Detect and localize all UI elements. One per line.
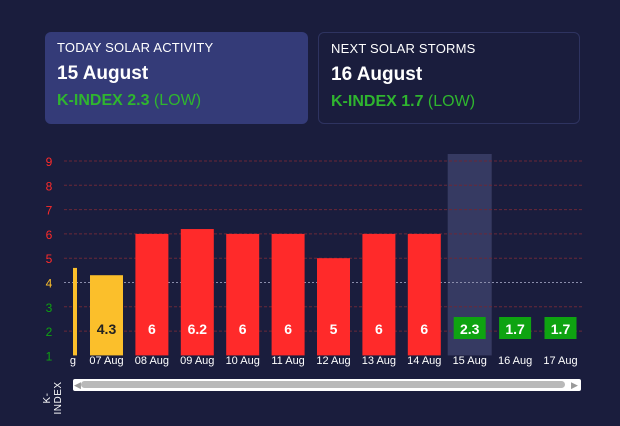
- partial-bar: [73, 267, 77, 356]
- x-tick-label: 11 Aug: [271, 355, 304, 367]
- x-tick-label: 15 Aug: [453, 355, 487, 367]
- data-label: 2.3: [460, 321, 480, 337]
- y-tick-label: 9: [46, 155, 53, 169]
- data-label: 1.7: [551, 321, 571, 337]
- bar: [135, 233, 169, 356]
- bar: [90, 275, 123, 356]
- bar: [544, 317, 577, 339]
- data-label: 6: [148, 321, 156, 337]
- chart-scrollbar-thumb[interactable]: [81, 381, 565, 388]
- next-kindex: K-INDEX 1.7 (LOW): [331, 93, 567, 111]
- data-label: 4.3: [97, 321, 117, 337]
- y-axis-title: K-INDEX: [42, 381, 64, 415]
- x-tick-label: 07 Aug: [89, 355, 123, 367]
- x-tick-label: 17 Aug: [543, 355, 577, 367]
- next-kindex-value: K-INDEX 1.7: [331, 93, 424, 110]
- today-kindex: K-INDEX 2.3 (LOW): [57, 92, 296, 110]
- bar: [271, 233, 305, 356]
- y-tick-label: 7: [46, 204, 53, 218]
- bar: [226, 233, 260, 356]
- data-label: 6: [239, 321, 247, 337]
- x-tick-label: 14 Aug: [407, 355, 441, 367]
- x-tick-label: 08 Aug: [135, 355, 169, 367]
- x-tick-label: 10 Aug: [226, 355, 260, 367]
- y-tick-label: 3: [46, 301, 53, 315]
- scroll-left-arrow-icon[interactable]: ◀: [74, 380, 81, 390]
- y-tick-label: 4: [46, 277, 53, 291]
- data-label: 5: [330, 321, 338, 337]
- today-kindex-level: (LOW): [153, 92, 202, 109]
- today-kindex-value: K-INDEX 2.3: [57, 92, 150, 109]
- x-tick-label: 09 Aug: [180, 355, 214, 367]
- y-tick-label: 1: [46, 349, 53, 363]
- x-tick-label: 16 Aug: [498, 355, 532, 367]
- next-card-label: NEXT SOLAR STORMS: [331, 41, 476, 56]
- today-card-date: 15 August: [57, 63, 149, 84]
- y-tick-label: 2: [46, 325, 53, 339]
- scroll-right-arrow-icon[interactable]: ▶: [571, 380, 578, 390]
- data-label: 6: [420, 321, 428, 337]
- data-label: 1.7: [505, 321, 525, 337]
- x-tick-label: 12 Aug: [316, 355, 350, 367]
- bar: [499, 317, 532, 339]
- y-tick-label: 6: [46, 228, 53, 242]
- x-tick-label: 13 Aug: [362, 355, 396, 367]
- bar: [180, 229, 214, 356]
- data-label: 6.2: [188, 321, 208, 337]
- today-activity-card: TODAY SOLAR ACTIVITY 15 August K-INDEX 2…: [45, 32, 308, 124]
- data-label: 6: [284, 321, 292, 337]
- bar: [362, 233, 396, 356]
- today-card-label: TODAY SOLAR ACTIVITY: [57, 40, 214, 55]
- bar: [407, 233, 441, 356]
- y-tick-label: 8: [46, 179, 53, 193]
- next-kindex-level: (LOW): [427, 93, 476, 110]
- x-tick-label: g: [70, 355, 76, 367]
- next-card-date: 16 August: [331, 64, 423, 85]
- next-storms-card: NEXT SOLAR STORMS 16 August K-INDEX 1.7 …: [318, 32, 580, 124]
- y-tick-label: 5: [46, 252, 53, 266]
- bar: [317, 258, 350, 356]
- data-label: 6: [375, 321, 383, 337]
- bar: [453, 317, 486, 339]
